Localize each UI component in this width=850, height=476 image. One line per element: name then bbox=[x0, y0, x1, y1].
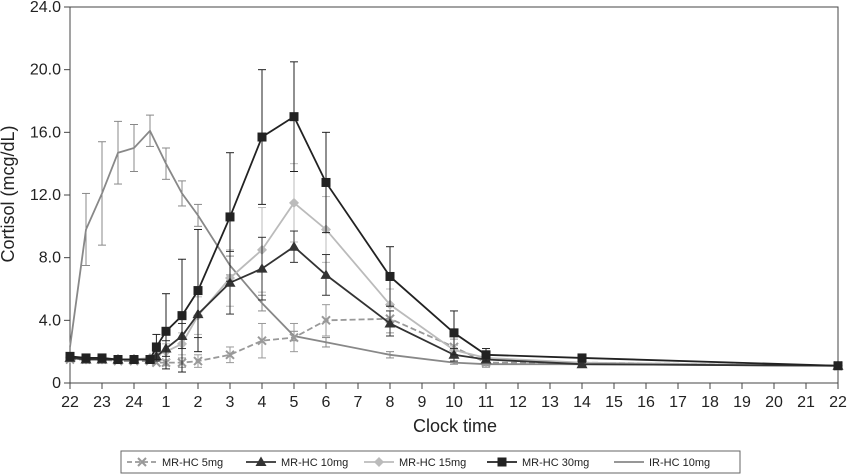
x-tick-label: 19 bbox=[733, 394, 751, 411]
legend-label: MR-HC 5mg bbox=[162, 457, 223, 469]
data-point bbox=[151, 342, 161, 352]
data-point bbox=[374, 457, 384, 467]
data-point bbox=[289, 332, 299, 343]
data-point bbox=[113, 355, 123, 364]
x-tick-label: 14 bbox=[573, 394, 591, 411]
x-tick-label: 15 bbox=[605, 394, 623, 411]
y-tick-label: 12.0 bbox=[30, 187, 61, 204]
x-tick-label: 18 bbox=[701, 394, 719, 411]
legend: MR-HC 5mg MR-HC 10mg MR-HC 15mg MR-HC 30mg I… bbox=[120, 450, 741, 474]
data-point bbox=[833, 361, 843, 371]
legend-label: IR-HC 10mg bbox=[649, 457, 710, 469]
data-point bbox=[321, 315, 331, 326]
data-point bbox=[255, 456, 267, 466]
x-tick-label: 8 bbox=[386, 394, 395, 411]
x-tick-label: 2 bbox=[194, 394, 203, 411]
series-mr-hc-30mg bbox=[65, 61, 843, 373]
x-tick-label: 13 bbox=[541, 394, 559, 411]
data-point bbox=[385, 271, 395, 281]
x-tick-label: 24 bbox=[125, 394, 143, 411]
x-tick-label: 10 bbox=[445, 394, 463, 411]
data-point bbox=[177, 311, 187, 321]
data-point bbox=[449, 328, 459, 338]
series-line bbox=[69, 129, 839, 367]
x-tick-label: 23 bbox=[93, 394, 111, 411]
x-tick-label: 11 bbox=[478, 394, 495, 411]
data-point bbox=[256, 263, 268, 273]
data-point bbox=[97, 353, 107, 363]
data-point bbox=[145, 355, 155, 364]
data-point bbox=[137, 457, 147, 467]
y-tick-label: 4.0 bbox=[39, 312, 61, 329]
x-tick-label: 17 bbox=[669, 394, 687, 411]
data-point bbox=[193, 356, 203, 366]
y-axis-title: Cortisol (mcg/dL) bbox=[0, 125, 18, 262]
data-point bbox=[321, 177, 331, 187]
legend-item: MR-HC 30mg bbox=[487, 457, 589, 469]
legend-item: MR-HC 15mg bbox=[364, 457, 466, 469]
legend-label: MR-HC 15mg bbox=[399, 457, 466, 469]
data-point bbox=[577, 353, 587, 363]
x-tick-label: 20 bbox=[765, 394, 783, 411]
data-point bbox=[497, 457, 507, 467]
y-tick-label: 16.0 bbox=[30, 124, 61, 141]
x-axis-title: Clock time bbox=[413, 416, 497, 436]
legend-label: MR-HC 30mg bbox=[522, 457, 589, 469]
data-point bbox=[161, 326, 171, 336]
y-axis: 0 4.0 8.0 12.0 16.0 20.0 24.0 bbox=[30, 0, 70, 392]
legend-item: IR-HC 10mg bbox=[614, 457, 710, 469]
x-tick-label: 5 bbox=[290, 394, 299, 411]
data-point bbox=[225, 350, 235, 360]
data-point bbox=[129, 355, 139, 364]
x-tick-label: 9 bbox=[418, 394, 427, 411]
data-point bbox=[224, 277, 236, 287]
x-tick-label: 3 bbox=[226, 394, 235, 411]
x-tick-label: 16 bbox=[637, 394, 655, 411]
data-point bbox=[65, 351, 75, 361]
data-point bbox=[289, 197, 299, 208]
y-tick-label: 0 bbox=[52, 375, 61, 392]
x-tick-label: 22 bbox=[61, 394, 79, 411]
data-point bbox=[257, 132, 267, 142]
data-point bbox=[288, 241, 300, 251]
data-point bbox=[225, 212, 235, 222]
x-axis: 22 23 24 1 2 3 4 5 6 7 8 9 10 11 12 13 14 15 16 17 18 19 20 21 2… bbox=[61, 383, 847, 411]
data-point bbox=[193, 286, 203, 296]
x-tick-label: 6 bbox=[322, 394, 331, 411]
data-point bbox=[257, 335, 267, 346]
x-tick-label: 1 bbox=[162, 394, 171, 411]
data-point bbox=[481, 350, 491, 360]
data-point bbox=[576, 358, 588, 369]
x-tick-label: 12 bbox=[509, 394, 527, 411]
x-tick-label: 7 bbox=[354, 394, 363, 411]
data-point bbox=[384, 317, 396, 328]
legend-label: MR-HC 10mg bbox=[281, 457, 348, 469]
y-tick-label: 8.0 bbox=[39, 250, 61, 267]
y-tick-label: 20.0 bbox=[30, 62, 61, 79]
x-tick-label: 4 bbox=[258, 394, 267, 411]
y-tick-label: 24.0 bbox=[30, 0, 61, 16]
x-tick-label: 22 bbox=[829, 394, 847, 411]
x-tick-label: 21 bbox=[797, 394, 815, 411]
series-layer bbox=[64, 61, 844, 373]
data-point bbox=[289, 112, 299, 122]
legend-item: MR-HC 10mg bbox=[246, 456, 348, 469]
data-point bbox=[320, 269, 332, 279]
legend-item: MR-HC 5mg bbox=[127, 457, 223, 469]
data-point bbox=[81, 353, 91, 363]
legend-box bbox=[120, 450, 741, 474]
